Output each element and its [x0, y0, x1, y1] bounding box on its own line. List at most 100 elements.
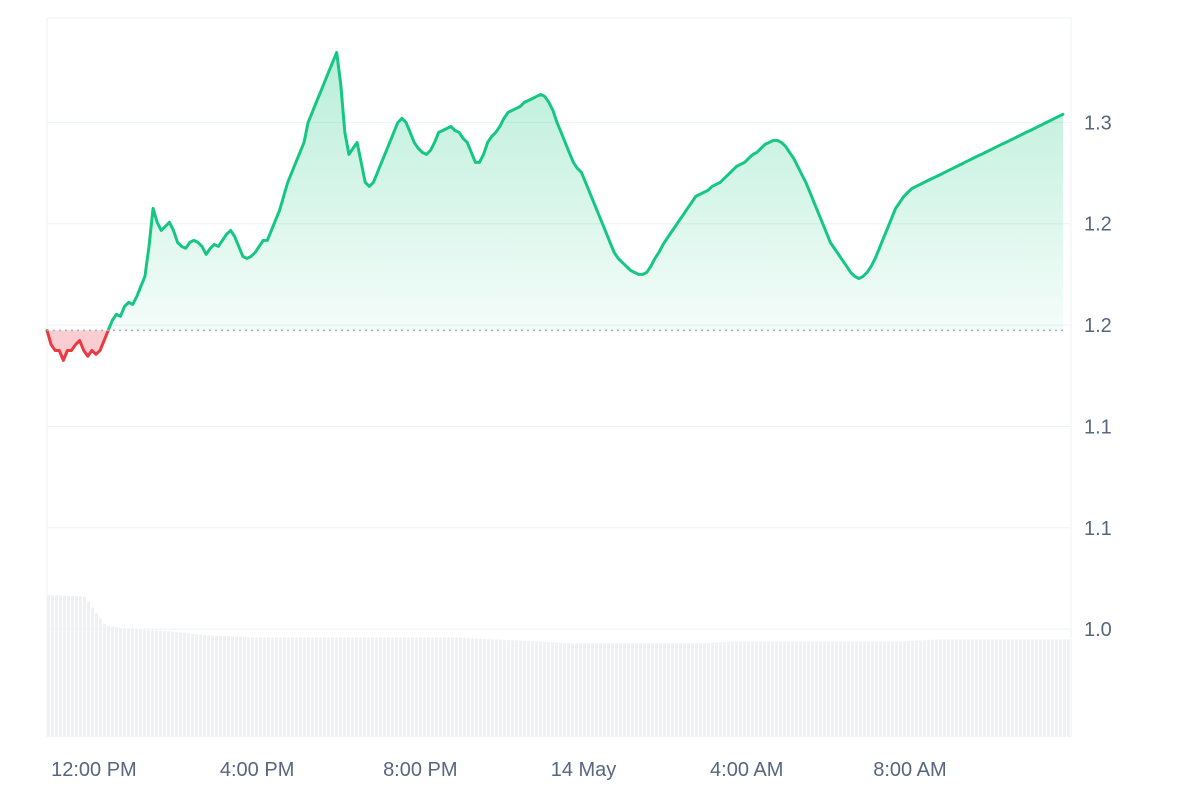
volume-bar	[247, 637, 250, 737]
volume-bar	[827, 641, 830, 737]
volume-bar	[811, 641, 814, 737]
volume-bar	[399, 637, 402, 737]
volume-bar	[1015, 639, 1018, 737]
volume-bar	[123, 628, 126, 737]
volume-bar	[279, 637, 282, 737]
volume-bar	[403, 637, 406, 737]
volume-bar	[311, 637, 314, 737]
volume-bar	[199, 634, 202, 737]
volume-bar	[479, 638, 482, 737]
volume-bar	[223, 636, 226, 737]
volume-bar	[987, 639, 990, 737]
volume-bar	[871, 641, 874, 737]
volume-bar	[835, 641, 838, 737]
volume-bar	[759, 641, 762, 737]
volume-bar	[715, 642, 718, 737]
volume-bar	[675, 643, 678, 737]
volume-bar	[83, 596, 86, 737]
volume-bar	[367, 637, 370, 737]
volume-bar	[255, 637, 258, 737]
x-tick-label: 4:00 AM	[710, 759, 783, 781]
volume-bar	[483, 638, 486, 737]
volume-bar	[651, 643, 654, 737]
volume-bar	[267, 637, 270, 737]
volume-bar	[775, 641, 778, 737]
volume-bar	[159, 630, 162, 737]
volume-bar	[555, 642, 558, 737]
volume-bar	[559, 642, 562, 737]
volume-bar	[119, 628, 122, 737]
volume-bar	[511, 640, 514, 737]
volume-bar	[263, 637, 266, 737]
y-tick-label: 1.2	[1084, 214, 1112, 236]
volume-bar	[359, 637, 362, 737]
y-tick-label: 1.3	[1084, 112, 1112, 134]
volume-bar	[799, 641, 802, 737]
volume-bar	[1031, 639, 1034, 737]
volume-bar	[435, 637, 438, 737]
volume-bar	[139, 629, 142, 737]
volume-bar	[475, 638, 478, 737]
volume-bar	[1039, 639, 1042, 737]
volume-bar	[879, 641, 882, 737]
volume-bar	[783, 641, 786, 737]
volume-bar	[91, 607, 94, 737]
volume-bar	[947, 639, 950, 737]
volume-bar	[623, 643, 626, 737]
volume-bar	[391, 637, 394, 737]
volume-bar	[627, 643, 630, 737]
price-line-up	[45, 50, 1065, 331]
volume-bar	[507, 640, 510, 737]
volume-bar	[531, 641, 534, 737]
volume-bar	[287, 637, 290, 737]
volume-bar	[943, 639, 946, 737]
volume-bar	[983, 639, 986, 737]
volume-bar	[175, 632, 178, 737]
volume-bar	[571, 643, 574, 737]
volume-bar	[75, 596, 78, 737]
volume-bar	[167, 631, 170, 737]
volume-bar	[887, 641, 890, 737]
volume-bar	[427, 637, 430, 737]
volume-bar	[691, 643, 694, 737]
volume-bar	[67, 595, 70, 737]
volume-bar	[243, 637, 246, 737]
price-line	[45, 50, 1065, 362]
volume-bar	[115, 627, 118, 737]
volume-bar	[491, 639, 494, 737]
volume-bar	[935, 639, 938, 737]
volume-bar	[463, 637, 466, 737]
volume-bar	[1035, 639, 1038, 737]
volume-bar	[171, 631, 174, 737]
volume-bar	[151, 630, 154, 737]
y-tick-label: 1.1	[1084, 416, 1112, 438]
volume-bar	[583, 643, 586, 737]
volume-bar	[451, 637, 454, 737]
volume-bar	[251, 637, 254, 737]
volume-bar	[1019, 639, 1022, 737]
volume-bar	[195, 634, 198, 737]
volume-bar	[679, 643, 682, 737]
volume-bar	[543, 641, 546, 737]
volume-bar	[1063, 639, 1066, 737]
volume-bar	[959, 639, 962, 737]
volume-bar	[215, 635, 218, 737]
volume-bar	[843, 641, 846, 737]
volume-bars	[47, 594, 1070, 737]
x-tick-label: 8:00 PM	[383, 759, 457, 781]
volume-bar	[135, 629, 138, 737]
volume-bar	[575, 643, 578, 737]
volume-bar	[143, 630, 146, 737]
volume-bar	[655, 643, 658, 737]
volume-bar	[183, 632, 186, 737]
volume-bar	[747, 641, 750, 737]
volume-bar	[795, 641, 798, 737]
volume-bar	[319, 637, 322, 737]
volume-bar	[459, 637, 462, 737]
volume-bar	[1047, 639, 1050, 737]
volume-bar	[375, 637, 378, 737]
y-tick-label: 1.2	[1084, 315, 1112, 337]
volume-bar	[231, 636, 234, 737]
volume-bar	[611, 643, 614, 737]
